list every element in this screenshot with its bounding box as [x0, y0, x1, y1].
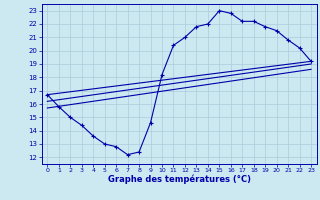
X-axis label: Graphe des températures (°C): Graphe des températures (°C) — [108, 175, 251, 184]
